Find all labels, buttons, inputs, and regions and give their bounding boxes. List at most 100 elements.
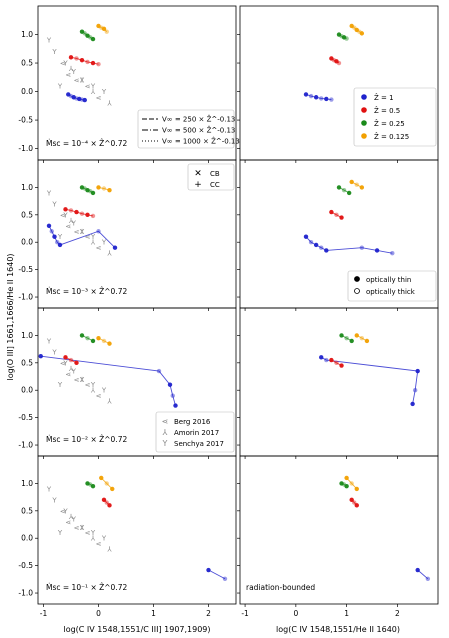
obs-point: ⋖ — [60, 211, 66, 219]
model-point — [68, 55, 74, 60]
model-point — [104, 500, 109, 505]
model-point — [90, 36, 96, 42]
obs-point: ⋖ — [85, 233, 91, 241]
model-point — [329, 56, 334, 61]
row-label: Ṁsc = 10⁻⁴ × Ẑ^0.72 — [46, 139, 127, 148]
y-tick-label: 0.5 — [21, 210, 33, 219]
model-point — [96, 335, 101, 341]
model-point — [101, 338, 107, 344]
panel-frame — [37, 455, 237, 605]
model-point — [313, 242, 319, 248]
model-point — [341, 187, 347, 193]
obs-point: Y — [62, 60, 68, 68]
obs-point: Y — [51, 496, 57, 504]
obs-point: ⅄ — [91, 239, 96, 247]
model-point — [329, 209, 334, 215]
model-track — [346, 477, 358, 490]
model-point — [96, 23, 101, 29]
model-point — [329, 357, 334, 363]
obs-point: Y — [79, 77, 85, 85]
model-point — [85, 481, 90, 486]
obs-point: ⋖ — [85, 381, 91, 389]
legend-obs-entry: Amorin 2017 — [174, 429, 219, 437]
obs-point: ⋖ — [74, 524, 80, 532]
obs-point: Y — [57, 529, 63, 537]
model-point — [104, 29, 109, 34]
model-point — [319, 355, 324, 360]
model-point — [334, 360, 339, 366]
obs-point: Y — [62, 359, 68, 367]
model-point — [354, 503, 359, 508]
model-point — [85, 335, 90, 341]
model-point — [344, 36, 349, 41]
model-point — [344, 483, 349, 489]
model-point — [173, 403, 178, 408]
obs-point: Y — [57, 82, 63, 90]
obs-point: ⋖ — [96, 244, 102, 252]
obs-point: Y — [90, 529, 96, 537]
y-tick-label: -0.5 — [18, 265, 33, 274]
x-tick-label: 2 — [395, 609, 400, 618]
model-point — [359, 185, 365, 190]
y-tick-label: 0.0 — [21, 238, 33, 247]
model-point — [336, 185, 342, 190]
y-tick-label: -0.5 — [18, 561, 33, 570]
model-point — [107, 341, 112, 346]
obs-point: ⋖ — [85, 82, 91, 90]
obs-point: ⅄ — [91, 88, 96, 96]
x-tick-label: 0 — [293, 609, 298, 618]
obs-point: ⅄ — [91, 535, 96, 543]
model-point — [90, 338, 96, 344]
obs-point: ⋖ — [65, 370, 71, 378]
obs-point: Y — [57, 233, 63, 241]
model-point — [354, 333, 359, 338]
legend-obs — [155, 411, 235, 453]
model-point — [107, 503, 112, 508]
model-point — [339, 481, 344, 486]
obs-point: ⅄ — [69, 513, 74, 521]
legend-velocity-entry: V∞ = 500 × Ẑ^-0.13 — [162, 126, 235, 135]
model-track — [305, 236, 393, 254]
model-point — [107, 187, 112, 193]
obs-point: Y — [71, 220, 77, 228]
model-point — [90, 213, 96, 219]
model-point — [104, 481, 109, 486]
model-point — [354, 27, 359, 33]
model-point — [101, 26, 107, 32]
legend-metallicity — [353, 87, 437, 147]
model-point — [329, 97, 334, 102]
model-point — [339, 333, 344, 338]
model-point — [79, 57, 85, 63]
legend-dot — [361, 94, 367, 100]
model-point — [77, 96, 82, 102]
model-point — [101, 186, 107, 191]
obs-point: ⋖ — [60, 359, 66, 367]
model-point — [339, 363, 344, 368]
y-tick-label: 1.0 — [21, 30, 33, 39]
x-tick-label: 2 — [206, 609, 211, 618]
model-point — [349, 179, 354, 185]
panel-2-1 — [237, 307, 439, 459]
obs-point: ⅄ — [107, 99, 112, 107]
obs-point: Y — [79, 228, 85, 236]
y-tick-label: -1.0 — [18, 144, 33, 153]
model-point — [349, 23, 354, 29]
legend-obs-entry: Berg 2016 — [174, 418, 211, 426]
obs-point: Y — [101, 387, 107, 395]
obs-point: Y — [101, 535, 107, 543]
model-point — [167, 382, 173, 387]
model-point — [324, 357, 329, 363]
obs-point: ⅄ — [69, 365, 74, 373]
model-point — [336, 32, 342, 37]
model-point — [222, 576, 228, 581]
model-point — [336, 60, 342, 66]
model-point — [334, 59, 339, 64]
model-point — [66, 92, 71, 97]
y-tick-label: 1.0 — [21, 331, 33, 340]
legend-metallicity-entry: Ẑ = 1 — [374, 93, 394, 102]
legend-metallicity-entry: Ẑ = 0.25 — [374, 119, 405, 128]
panel-frame — [239, 455, 439, 605]
y-tick-label: 0.5 — [21, 358, 33, 367]
